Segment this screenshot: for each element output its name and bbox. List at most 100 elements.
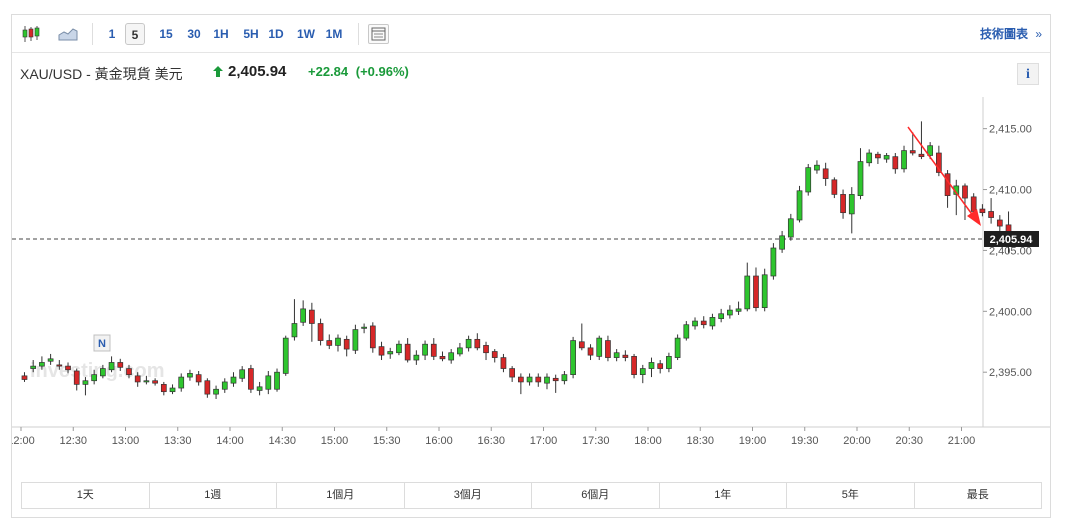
x-tick-label: 19:30 [791,435,819,447]
candle-body [239,369,246,379]
candle-body [805,167,812,193]
candle-body [491,351,498,358]
candle-body [831,179,838,195]
y-tick-label: 2,395.00 [989,367,1032,379]
interval-1w-button[interactable]: 1W [297,27,315,41]
candle-body [753,275,759,309]
interval-5h-button[interactable]: 5H [243,27,259,41]
candle-body [970,196,977,212]
x-tick-label: 16:00 [425,435,453,447]
range-button-1[interactable]: 1週 [150,483,277,508]
candle-body [430,343,437,357]
table-view-button[interactable] [368,24,389,44]
range-button-4[interactable]: 6個月 [532,483,660,508]
x-tick-label: 20:00 [843,435,871,447]
candle-body [648,362,655,369]
interval-30-button[interactable]: 30 [187,27,201,41]
tech-chart-link[interactable]: 技術圖表 » [980,23,1042,45]
candle-body [291,323,298,338]
candle-body [178,376,185,389]
candle-body [30,365,37,369]
candle-body [413,354,420,361]
candle-body [909,150,916,154]
candle-body [631,356,637,375]
candle-body [317,323,324,341]
range-button-2[interactable]: 1個月 [277,483,405,508]
candle-body [213,388,219,395]
info-button[interactable]: i [1017,63,1039,85]
candle-body [369,325,376,349]
candle-body [483,345,489,354]
interval-1-button[interactable]: 1 [108,27,116,41]
candle-body [378,346,385,356]
table-view-icon [371,27,386,41]
candle-body [857,161,864,196]
interval-15-button[interactable]: 15 [159,27,173,41]
x-tick-label: 12:30 [59,435,87,447]
candle-body [143,380,150,383]
area-chart-icon[interactable] [58,26,78,42]
x-tick-label: 13:00 [112,435,140,447]
chart-widget: 1 5 15 30 1H 5H 1D 1W 1M 技術圖表 » XAU/USD - 黃金現貨 美… [11,14,1051,518]
candle-body [544,376,550,384]
y-tick-label: 2,400.00 [989,306,1032,318]
candle-body [918,153,925,158]
candle-body [944,173,951,196]
range-button-7[interactable]: 最長 [966,489,989,501]
interval-1m-button[interactable]: 1M [325,27,343,41]
candle-body [448,352,455,361]
candle-body [65,365,71,371]
candle-body [518,376,524,383]
candle-body [866,152,873,164]
x-tick-label: 19:00 [739,435,767,447]
y-tick-label: 2,415.00 [989,124,1032,136]
annotation-arrow-line [907,126,975,218]
range-button-3[interactable]: 3個月 [405,483,532,508]
candle-body [274,371,280,390]
up-arrow-icon [213,66,223,80]
x-tick-label: 13:30 [164,435,192,447]
candle-body [674,337,681,358]
candle-body [735,308,742,312]
candle-body [108,362,115,371]
range-button-0[interactable]: 1天 [22,483,150,508]
candle-body [622,354,629,358]
interval-1d-button[interactable]: 1D [268,27,284,41]
range-selector: 1天 1週 1個月 3個月 6個月 1年 5年 最長 [21,482,1042,509]
candle-body [439,356,446,360]
candlestick-chart-icon[interactable] [21,25,41,43]
candle-body [221,381,228,390]
candle-body [396,343,402,354]
candle-body [126,368,132,375]
candle-body [509,368,515,378]
candle-body [152,380,158,384]
candle-body [56,364,63,367]
candle-body [352,329,359,351]
range-button-6[interactable]: 5年 [787,483,915,508]
candle-body [988,211,994,218]
candle-body [343,338,350,350]
interval-5-button[interactable]: 5 [125,23,145,45]
news-badge-label: N [98,338,106,350]
quote-header: XAU/USD - 黃金現貨 美元 2,405.94 +22.84 (+0.96… [12,55,1050,89]
candle-body [404,343,411,361]
candle-body [727,309,733,316]
candle-body [526,376,533,383]
toolbar-separator [92,23,93,45]
candle-body [422,343,428,356]
candle-body [474,338,481,349]
candle-body [700,320,707,326]
candle-body [387,351,394,355]
candle-body [570,340,576,375]
candle-body [73,370,80,385]
candle-body [892,156,899,170]
candle-body [639,368,646,375]
candle-body [160,384,167,393]
last-price: 2,405.94 [228,63,287,80]
y-tick-label: 2,410.00 [989,185,1032,197]
interval-1h-button[interactable]: 1H [213,27,229,41]
candle-body [535,376,542,383]
x-tick-label: 12:00 [12,435,35,447]
candle-body [248,368,254,390]
range-button-5[interactable]: 1年 [660,483,787,508]
